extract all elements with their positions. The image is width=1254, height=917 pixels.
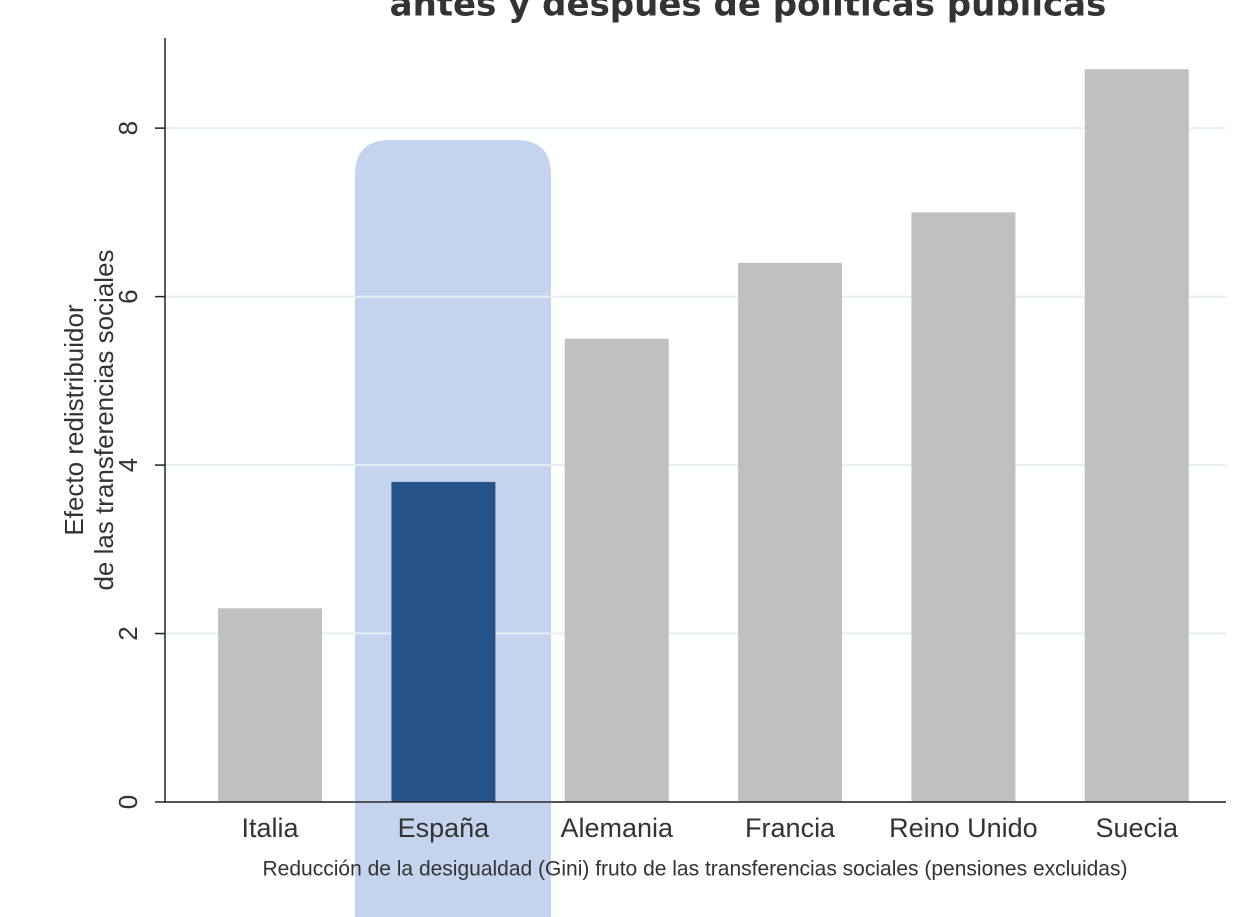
y-tick-label: 4 — [113, 458, 143, 472]
bar — [911, 212, 1016, 802]
x-tick-label: Francia — [745, 813, 836, 843]
x-tick-label: Suecia — [1095, 813, 1179, 843]
bar — [564, 338, 669, 802]
x-tick-label: Alemania — [560, 813, 674, 843]
bar — [738, 262, 843, 803]
bar — [391, 481, 496, 802]
y-tick-label: 8 — [113, 121, 143, 135]
bar — [218, 608, 323, 802]
bar — [1084, 69, 1189, 802]
y-axis-label: de las transferencias sociales — [89, 249, 119, 590]
x-tick-label: España — [398, 813, 491, 843]
y-axis-label: Efecto redistribuidor — [59, 304, 89, 536]
x-axis-label: Reducción de la desigualdad (Gini) fruto… — [263, 858, 1128, 881]
y-tick-label: 6 — [113, 289, 143, 303]
x-tick-label: Reino Unido — [889, 813, 1038, 843]
y-tick-label: 0 — [113, 795, 143, 809]
y-tick-label: 2 — [113, 626, 143, 640]
chart-title: antes y después de políticas públicas — [390, 0, 1107, 25]
x-tick-label: Italia — [242, 813, 300, 843]
